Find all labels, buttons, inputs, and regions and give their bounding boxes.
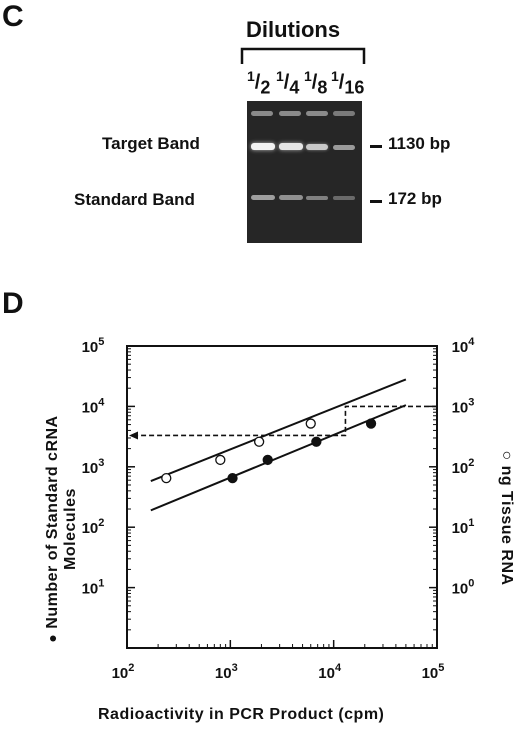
x-tick-label: 102 [112, 662, 135, 682]
y-left-tick-label: 103 [82, 457, 105, 477]
fit-line [150, 378, 407, 483]
standard-band [333, 196, 355, 200]
dilution-label-2: 1/4 [276, 68, 300, 98]
y-right-tick-label: 103 [452, 396, 475, 416]
dilutions-title: Dilutions [246, 17, 341, 42]
data-point-filled [262, 454, 273, 466]
gel-well [251, 111, 273, 116]
data-point-filled [227, 472, 238, 484]
target-band [251, 143, 275, 150]
fit-line [150, 404, 407, 512]
marker-172-tick [370, 200, 382, 203]
y-left-tick-label: 101 [82, 578, 105, 598]
plot-frame [126, 345, 438, 649]
data-point-filled [311, 436, 322, 447]
data-point-open [305, 418, 316, 429]
y-right-tick-label: 104 [452, 336, 476, 356]
marker-1130-tick [370, 145, 382, 148]
y-left-tick-label: 102 [82, 517, 105, 537]
y-right-tick-label: 100 [452, 578, 475, 598]
target-band [333, 145, 355, 150]
y-left-tick-label: 105 [82, 336, 105, 356]
marker-172-label: 172 bp [388, 189, 442, 208]
gel-well [306, 111, 328, 116]
standard-band [279, 195, 303, 200]
gel-well [333, 111, 355, 116]
target-band-label: Target Band [102, 134, 200, 153]
target-band [279, 143, 303, 150]
dilution-label-1: 1/2 [247, 68, 271, 98]
target-band [306, 144, 328, 150]
dilution-label-3: 1/8 [304, 68, 328, 98]
guide-arrowhead [129, 431, 138, 440]
data-point-open [215, 454, 226, 466]
x-tick-label: 103 [215, 662, 238, 682]
y-right-tick-label: 102 [452, 457, 475, 477]
x-tick-label: 105 [422, 662, 445, 682]
data-point-filled [365, 418, 377, 429]
x-axis-title: Radioactivity in PCR Product (cpm) [98, 706, 385, 723]
gel-well [279, 111, 301, 116]
dilutions-bracket [240, 47, 366, 64]
panel-d-label: D [2, 287, 24, 320]
dilution-label-4: 1/16 [331, 68, 365, 98]
panel-c-label: C [2, 0, 24, 33]
data-point-open [161, 472, 172, 484]
standard-band [306, 196, 328, 200]
gel-image [247, 101, 362, 243]
guide-line [135, 405, 437, 437]
y-left-tick-label: 104 [82, 396, 106, 416]
marker-1130-label: 1130 bp [388, 134, 451, 153]
standard-band-label: Standard Band [74, 190, 195, 209]
standard-band [251, 195, 275, 200]
x-tick-label: 104 [318, 662, 342, 682]
data-point-open [253, 436, 265, 447]
y-right-tick-label: 101 [452, 517, 475, 537]
